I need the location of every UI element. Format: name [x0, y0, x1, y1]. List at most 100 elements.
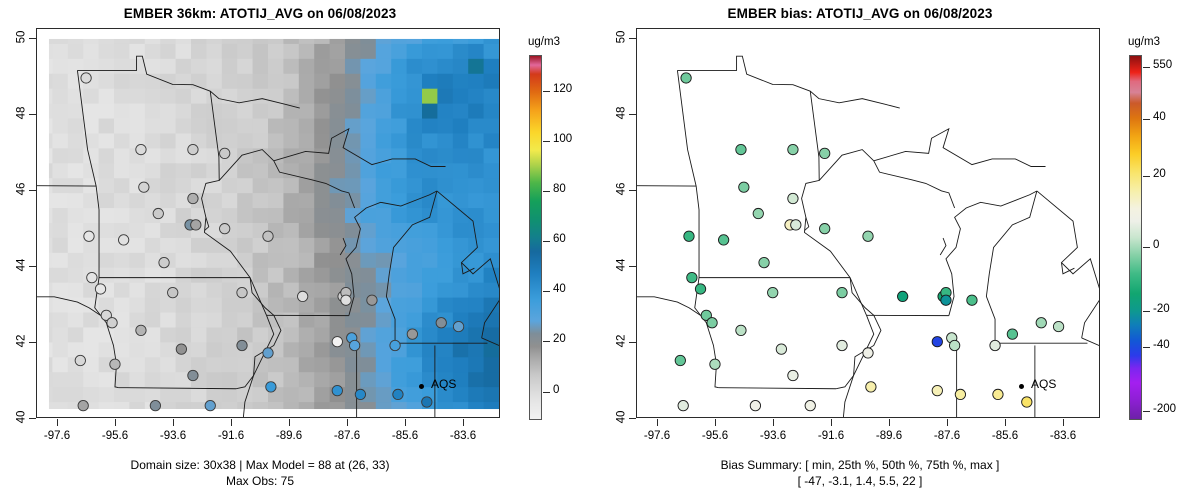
model-grid-cell: [98, 208, 115, 224]
colorbar-tick-label: 0: [553, 383, 560, 396]
model-grid-cell: [437, 297, 454, 314]
map-boundary-line: [718, 387, 837, 390]
model-grid-cell: [283, 237, 300, 254]
model-grid-cell: [221, 163, 238, 179]
model-grid-cell: [113, 252, 130, 269]
model-grid-cell: [452, 372, 469, 388]
model-grid-cell: [206, 312, 223, 329]
y-tick-label-42: 42: [15, 334, 28, 348]
model-grid-cell: [422, 193, 439, 209]
model-grid-cell: [422, 73, 439, 90]
model-grid-cell: [160, 372, 177, 388]
model-grid-cell: [237, 58, 254, 75]
map-boundary-line: [218, 149, 275, 181]
model-grid-cell: [314, 387, 331, 403]
model-grid-cell: [83, 208, 100, 224]
model-grid-cell: [406, 312, 423, 329]
model-grid-cell: [175, 73, 192, 90]
model-grid-cell: [160, 103, 177, 120]
model-grid-cell: [375, 312, 392, 329]
model-grid-cell: [483, 118, 499, 135]
model-grid-cell: [160, 297, 177, 314]
model-grid-cell: [191, 297, 208, 314]
observation-marker: [219, 223, 231, 235]
y-tick-mark: [629, 418, 636, 419]
model-grid-cell: [298, 208, 315, 224]
bias-marker: [989, 339, 1001, 352]
model-grid-cell: [237, 237, 254, 254]
model-grid-cell: [483, 193, 499, 209]
model-grid-cell: [67, 193, 84, 209]
colorbar-tick-label: 120: [553, 82, 573, 95]
model-grid-cell: [52, 372, 69, 388]
model-grid-cell: [221, 133, 238, 149]
model-grid-cell: [391, 237, 408, 254]
model-grid-cell: [360, 327, 377, 343]
observation-marker: [389, 339, 401, 352]
model-grid-cell: [283, 327, 300, 343]
model-grid-cell: [375, 73, 392, 90]
model-grid-cell: [129, 267, 146, 284]
model-grid-cell: [406, 178, 423, 194]
model-grid-cell: [483, 148, 499, 164]
model-grid-cell: [437, 163, 454, 179]
map-boundary-line: [436, 190, 499, 338]
observation-marker: [297, 290, 309, 303]
model-grid-cell: [52, 133, 69, 149]
model-grid-cell: [314, 73, 331, 90]
model-grid-cell: [52, 73, 69, 90]
model-grid-cell: [283, 178, 300, 194]
model-grid-cell: [406, 342, 423, 358]
model-grid-cell: [329, 223, 346, 239]
observation-markers-bias: [674, 72, 1065, 412]
model-grid-cell: [83, 237, 100, 254]
model-grid-cell: [144, 103, 161, 120]
model-grid-cell: [191, 342, 208, 358]
model-grid-cell: [298, 103, 315, 120]
model-grid-cell: [468, 327, 485, 343]
model-grid-cell: [113, 133, 130, 149]
model-grid-cell: [98, 297, 115, 314]
model-grid-cell: [314, 43, 331, 60]
x-tick-mark: [657, 419, 658, 426]
model-grid-cell: [206, 327, 223, 343]
model-grid-cell: [67, 312, 84, 329]
model-grid-cell: [452, 178, 469, 194]
y-tick-mark: [29, 114, 36, 115]
model-grid-cell: [268, 133, 285, 149]
observation-marker: [187, 143, 199, 156]
model-grid-cell: [375, 178, 392, 194]
colorbar-tick-mark: [543, 191, 550, 193]
model-grid-cell: [344, 193, 361, 209]
model-grid-cell: [221, 327, 238, 343]
model-grid-cell: [283, 372, 300, 388]
model-grid-cell: [483, 178, 499, 194]
model-grid-cell: [129, 282, 146, 299]
model-grid-cell: [191, 312, 208, 329]
model-grid-cell: [283, 267, 300, 284]
model-grid-cell: [437, 148, 454, 164]
model-grid-cell: [375, 342, 392, 358]
model-grid-cell: [113, 327, 130, 343]
model-grid-cell: [144, 73, 161, 90]
model-grid-cell: [175, 387, 192, 403]
y-tick-mark: [29, 342, 36, 343]
model-grid-cell: [329, 193, 346, 209]
model-grid-cell: [391, 372, 408, 388]
map-boundary-line: [677, 55, 900, 109]
aqs-legend-dot: [1019, 384, 1024, 389]
model-grid-cell: [221, 387, 238, 403]
model-grid-cell: [468, 133, 485, 149]
observation-marker: [190, 219, 202, 231]
model-grid-cell: [206, 237, 223, 254]
model-grid-cell: [98, 43, 115, 60]
observation-marker: [452, 320, 465, 333]
model-grid-cell: [422, 357, 439, 373]
observation-marker: [366, 294, 378, 306]
model-grid-cell: [129, 88, 146, 105]
model-grid-cell: [483, 387, 499, 403]
model-grid-cell: [268, 297, 285, 314]
model-grid-cell: [344, 58, 361, 75]
model-colorbar-gradient: [529, 55, 542, 420]
model-grid-cell: [406, 223, 423, 239]
